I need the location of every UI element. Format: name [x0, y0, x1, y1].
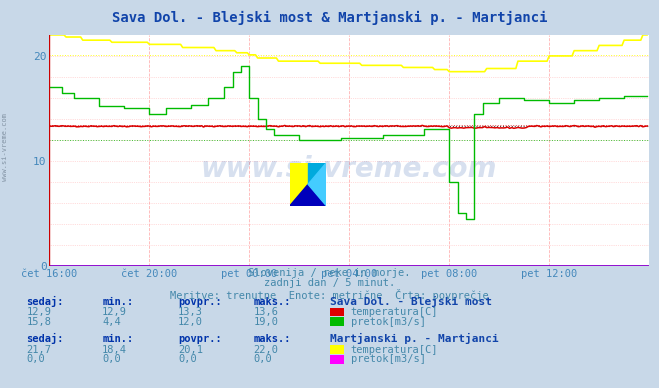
Text: temperatura[C]: temperatura[C]	[351, 345, 438, 355]
Text: povpr.:: povpr.:	[178, 296, 221, 307]
Text: sedaj:: sedaj:	[26, 296, 64, 307]
Text: Slovenija / reke in morje.: Slovenija / reke in morje.	[248, 268, 411, 278]
Text: 20,1: 20,1	[178, 345, 203, 355]
Text: 0,0: 0,0	[178, 354, 196, 364]
Text: 18,4: 18,4	[102, 345, 127, 355]
Text: min.:: min.:	[102, 296, 133, 307]
Text: Sava Dol. - Blejski most & Martjanski p. - Martjanci: Sava Dol. - Blejski most & Martjanski p.…	[112, 11, 547, 25]
Text: 13,6: 13,6	[254, 307, 279, 317]
Text: www.si-vreme.com: www.si-vreme.com	[2, 113, 9, 182]
Text: Sava Dol. - Blejski most: Sava Dol. - Blejski most	[330, 296, 492, 307]
Text: maks.:: maks.:	[254, 334, 291, 344]
Text: povpr.:: povpr.:	[178, 334, 221, 344]
Bar	[290, 163, 308, 206]
Text: Martjanski p. - Martjanci: Martjanski p. - Martjanci	[330, 333, 498, 344]
Text: 15,8: 15,8	[26, 317, 51, 327]
Polygon shape	[290, 184, 326, 206]
Text: 12,0: 12,0	[178, 317, 203, 327]
Text: pretok[m3/s]: pretok[m3/s]	[351, 354, 426, 364]
Text: 0,0: 0,0	[102, 354, 121, 364]
Polygon shape	[308, 163, 326, 206]
Text: 0,0: 0,0	[254, 354, 272, 364]
Bar	[308, 163, 326, 206]
Text: Meritve: trenutne  Enote: metrične  Črta: povprečje: Meritve: trenutne Enote: metrične Črta: …	[170, 289, 489, 301]
Text: maks.:: maks.:	[254, 296, 291, 307]
Text: 19,0: 19,0	[254, 317, 279, 327]
Text: 0,0: 0,0	[26, 354, 45, 364]
Text: min.:: min.:	[102, 334, 133, 344]
Text: 12,9: 12,9	[102, 307, 127, 317]
Text: 12,9: 12,9	[26, 307, 51, 317]
Text: temperatura[C]: temperatura[C]	[351, 307, 438, 317]
Text: 21,7: 21,7	[26, 345, 51, 355]
Text: 22,0: 22,0	[254, 345, 279, 355]
Text: pretok[m3/s]: pretok[m3/s]	[351, 317, 426, 327]
Text: sedaj:: sedaj:	[26, 333, 64, 344]
Text: zadnji dan / 5 minut.: zadnji dan / 5 minut.	[264, 278, 395, 288]
Text: 4,4: 4,4	[102, 317, 121, 327]
Text: 13,3: 13,3	[178, 307, 203, 317]
Text: www.si-vreme.com: www.si-vreme.com	[201, 155, 498, 183]
